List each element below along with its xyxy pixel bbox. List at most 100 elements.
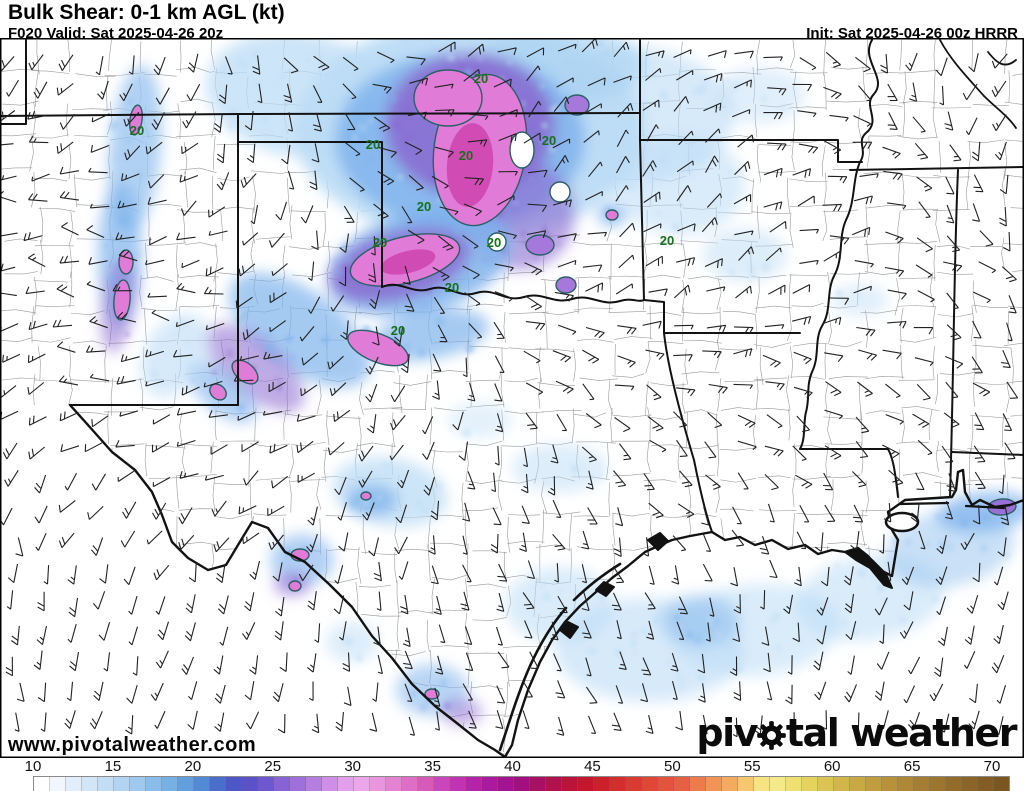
color-scale-cell [242, 777, 258, 791]
color-scale-cell [514, 777, 530, 791]
svg-text:20: 20 [417, 199, 431, 214]
color-scale-cell [818, 777, 834, 791]
color-scale-cell [66, 777, 82, 791]
state-line-ok-panhandle [237, 113, 383, 406]
color-scale-cell [610, 777, 626, 791]
color-scale-cell [194, 777, 210, 791]
ms-coast-islands [898, 501, 1006, 510]
state-line-ok-ar [639, 139, 645, 301]
state-line-tx-la [663, 332, 713, 533]
color-scale-tick-label: 65 [903, 758, 921, 775]
color-scale-bar [33, 776, 1010, 791]
color-scale-cell [994, 777, 1009, 791]
color-scale-cell [130, 777, 146, 791]
color-scale-cell [738, 777, 754, 791]
color-scale-cell [642, 777, 658, 791]
color-scale-tick-label: 35 [424, 758, 441, 775]
shear-fill [98, 38, 1024, 726]
svg-text:20: 20 [391, 323, 405, 338]
color-scale-tick-label: 30 [344, 758, 362, 775]
color-scale: 10 15 20 25 30 35 40 45 50 55 60 65 70 [0, 758, 1024, 791]
page-title: Bulk Shear: 0-1 km AGL (kt) [8, 1, 285, 24]
color-scale-cell [402, 777, 418, 791]
louisiana-coastline [710, 468, 1024, 578]
color-scale-cell [674, 777, 690, 791]
color-scale-tick-label: 40 [504, 758, 521, 775]
color-scale-tick-label: 70 [983, 758, 1001, 775]
pivotal-weather-logo: piv tal weather [696, 711, 1017, 755]
state-line-co-nm-corner [0, 39, 27, 125]
color-scale-cell [962, 777, 978, 791]
color-scale-cell [226, 777, 242, 791]
color-scale-cell [546, 777, 562, 791]
color-scale-cell [850, 777, 866, 791]
svg-text:20: 20 [373, 235, 387, 250]
color-scale-cell [802, 777, 818, 791]
color-scale-cell [386, 777, 402, 791]
color-scale-cell [578, 777, 594, 791]
state-line-ms-al [949, 169, 959, 498]
color-scale-cell [370, 777, 386, 791]
color-scale-cell [354, 777, 370, 791]
svg-text:20: 20 [660, 233, 674, 248]
color-scale-cell [882, 777, 898, 791]
color-scale-cell [322, 777, 338, 791]
logo-text-weather: weather [850, 711, 1017, 755]
init-time-label: Init: Sat 2025-04-26 00z HRRR [806, 25, 1018, 42]
color-scale-cell [178, 777, 194, 791]
color-scale-cell [866, 777, 882, 791]
color-scale-cell [434, 777, 450, 791]
color-scale-cell [594, 777, 610, 791]
color-scale-cell [754, 777, 770, 791]
color-scale-cell [498, 777, 514, 791]
svg-text:20: 20 [487, 235, 501, 250]
matagorda-bay [595, 581, 615, 597]
color-scale-tick-label: 15 [104, 758, 122, 775]
color-scale-tick-label: 25 [264, 758, 282, 775]
color-scale-cell [930, 777, 946, 791]
watermark: www.pivotalweather.com [8, 734, 257, 756]
svg-text:20: 20 [542, 133, 556, 148]
color-scale-cell [306, 777, 322, 791]
color-scale-tick-label: 20 [184, 758, 202, 775]
color-scale-cell [210, 777, 226, 791]
svg-text:20: 20 [130, 123, 144, 138]
map-frame [0, 38, 1024, 758]
color-scale-tick-label: 50 [664, 758, 681, 775]
color-scale-cell [34, 777, 50, 791]
color-scale-cell [98, 777, 114, 791]
color-scale-cell [562, 777, 578, 791]
color-scale-cell [450, 777, 466, 791]
color-scale-cell [786, 777, 802, 791]
color-scale-cell [162, 777, 178, 791]
state-line-tx-ar [643, 299, 801, 334]
rio-grande [68, 403, 507, 757]
color-scale-tick-label: 10 [24, 758, 42, 775]
color-scale-cell [466, 777, 482, 791]
color-scale-tick-label: 60 [823, 758, 841, 775]
mississippi-delta [844, 547, 893, 589]
tennessee-river [939, 39, 1017, 129]
contour-labels: 20 20 20 20 20 20 20 20 20 20 20 [130, 71, 674, 338]
state-line-red-river [381, 283, 645, 304]
color-scale-cell [914, 777, 930, 791]
color-scale-cell [834, 777, 850, 791]
color-scale-cell [658, 777, 674, 791]
map-image: 20 20 20 20 20 20 20 20 20 20 20 [0, 38, 1024, 758]
state-line-tn [849, 166, 1024, 171]
color-scale-cell [626, 777, 642, 791]
logo-text-tal: tal [785, 711, 840, 755]
galveston-bay [647, 532, 669, 551]
color-scale-cell [274, 777, 290, 791]
svg-text:20: 20 [366, 137, 380, 152]
color-scale-cell [770, 777, 786, 791]
svg-text:20: 20 [445, 280, 459, 295]
color-scale-tick-label: 55 [743, 758, 761, 775]
color-scale-cell [290, 777, 306, 791]
state-line-mississippi-river [799, 39, 880, 450]
color-scale-cell [82, 777, 98, 791]
logo-text-piv: piv [696, 711, 758, 755]
state-borders [0, 39, 1024, 757]
color-scale-cell [722, 777, 738, 791]
color-scale-cell [338, 777, 354, 791]
